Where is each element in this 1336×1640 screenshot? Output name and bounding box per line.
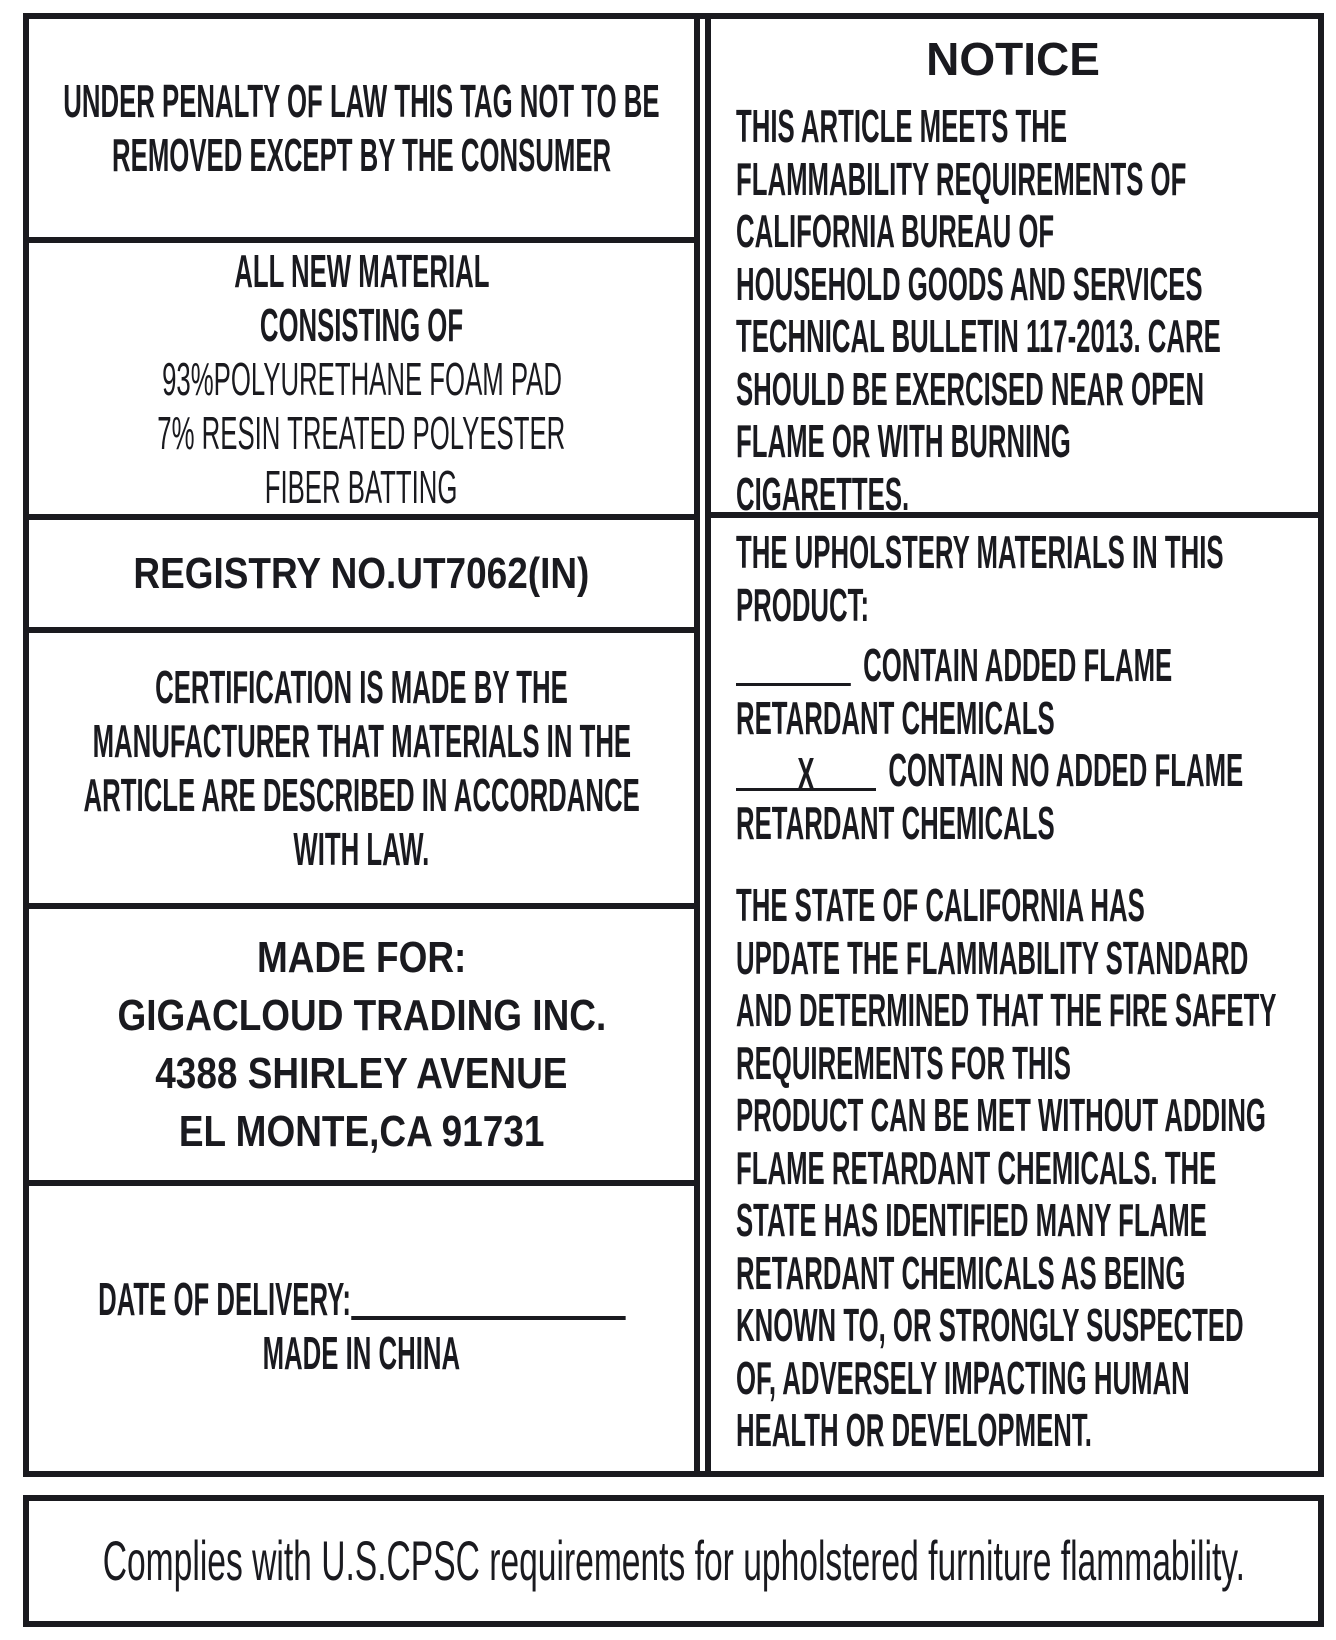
made-in: MADE IN CHINA <box>262 1327 461 1379</box>
state-line: RETARDANT CHEMICALS AS BEING <box>736 1246 1186 1299</box>
notice-line: THIS ARTICLE MEETS THE <box>736 100 1068 152</box>
divider <box>705 512 1324 518</box>
option-label: CONTAIN NO ADDED FLAME <box>888 744 1244 796</box>
notice-line: SHOULD BE EXERCISED NEAR OPEN <box>736 362 1205 415</box>
label-frame <box>23 13 1324 1477</box>
certification-line: WITH LAW. <box>293 823 430 875</box>
notice-line: FLAME OR WITH BURNING <box>736 415 1071 467</box>
divider <box>23 237 697 243</box>
upholstery-line: PRODUCT: <box>736 578 870 631</box>
state-line: AND DETERMINED THAT THE FIRE SAFETY <box>736 984 1277 1036</box>
divider <box>23 514 697 520</box>
option-no-added-flame: X CONTAIN NO ADDED FLAME <box>736 744 1243 800</box>
made-for-line: MADE FOR: <box>256 932 467 982</box>
footer-frame <box>23 1495 1324 1627</box>
column-divider-left <box>694 13 700 1477</box>
certification-line: MANUFACTURER THAT MATERIALS IN THE <box>92 715 631 767</box>
divider <box>23 903 697 909</box>
state-line: PRODUCT CAN BE MET WITHOUT ADDING <box>736 1089 1266 1141</box>
divider <box>23 627 697 633</box>
checkbox-blank[interactable] <box>736 643 851 686</box>
checkbox-blank[interactable]: X <box>736 748 876 800</box>
registry-number: REGISTRY NO.UT7062(IN) <box>133 548 590 598</box>
notice-line: TECHNICAL BULLETIN 117-2013. CARE <box>736 310 1221 362</box>
divider <box>23 1180 697 1186</box>
material-item-line: 7% RESIN TREATED POLYESTER <box>157 406 566 459</box>
spacer <box>736 849 1316 879</box>
footer-cell: Complies with U.S.CPSC requirements for … <box>23 1495 1324 1627</box>
notice-title: NOTICE <box>926 33 1100 85</box>
certification: CERTIFICATION IS MADE BY THE MANUFACTURER… <box>29 633 694 903</box>
option-continuation: RETARDANT CHEMICALS <box>736 796 1055 849</box>
notice-line: CALIFORNIA BUREAU OF <box>736 205 1055 257</box>
upholstery-line: THE UPHOLSTERY MATERIALS IN THIS <box>736 526 1224 578</box>
material-item-line: 93%POLYURETHANE FOAM PAD <box>161 352 562 405</box>
material-item-line: FIBER BATTING <box>265 460 458 513</box>
notice-text: THIS ARTICLE MEETS THE FLAMMABILITY REQUI… <box>736 100 1316 520</box>
state-line: OF, ADVERSELY IMPACTING HUMAN <box>736 1351 1190 1404</box>
made-for-line: GIGACLOUD TRADING INC. <box>117 990 606 1040</box>
state-line: HEALTH OR DEVELOPMENT. <box>736 1404 1092 1456</box>
notice-line: CIGARETTES. <box>736 467 910 520</box>
penalty-line: UNDER PENALTY OF LAW THIS TAG NOT TO BE <box>63 75 660 127</box>
registry-cell: REGISTRY NO.UT7062(IN) <box>29 520 694 627</box>
date-of-delivery: DATE OF DELIVERY: <box>97 1272 626 1326</box>
penalty-line: REMOVED EXCEPT BY THE CONSUMER <box>111 129 612 181</box>
state-line: STATE HAS IDENTIFIED MANY FLAME <box>736 1194 1207 1246</box>
state-line: FLAME RETARDANT CHEMICALS. THE <box>736 1141 1217 1194</box>
state-line: UPDATE THE FLAMMABILITY STANDARD <box>736 931 1249 984</box>
material-content: ALL NEW MATERIAL CONSISTING OF 93%POLYURET… <box>29 243 694 514</box>
state-line: KNOWN TO, OR STRONGLY SUSPECTED <box>736 1299 1244 1351</box>
material-heading-line: CONSISTING OF <box>259 298 464 351</box>
material-heading-line: ALL NEW MATERIAL <box>233 244 490 297</box>
compliance-statement: Complies with U.S.CPSC requirements for … <box>102 1529 1245 1592</box>
made-for-line: 4388 SHIRLEY AVENUE <box>155 1048 568 1098</box>
certification-line: ARTICLE ARE DESCRIBED IN ACCORDANCE <box>83 769 640 821</box>
penalty-notice: UNDER PENALTY OF LAW THIS TAG NOT TO BE R… <box>29 19 694 237</box>
certification-line: CERTIFICATION IS MADE BY THE <box>155 661 568 713</box>
made-for: MADE FOR: GIGACLOUD TRADING INC. 4388 SHIR… <box>29 909 694 1180</box>
option-continuation: RETARDANT CHEMICALS <box>736 691 1055 744</box>
notice-line: FLAMMABILITY REQUIREMENTS OF <box>736 152 1187 205</box>
date-blank <box>350 1276 626 1320</box>
notice-line: HOUSEHOLD GOODS AND SERVICES <box>736 257 1203 310</box>
column-divider-right <box>705 13 711 1477</box>
made-for-line: EL MONTE,CA 91731 <box>178 1106 545 1156</box>
option-label: CONTAIN ADDED FLAME <box>863 639 1173 691</box>
delivery-cell: DATE OF DELIVERY: MADE IN CHINA <box>29 1186 694 1476</box>
upholstery-disclosure: THE UPHOLSTERY MATERIALS IN THIS PRODUCT:… <box>736 526 1316 1457</box>
state-line: REQUIREMENTS FOR THIS <box>736 1036 1071 1089</box>
state-line: THE STATE OF CALIFORNIA HAS <box>736 879 1145 931</box>
date-of-delivery-label: DATE OF DELIVERY: <box>97 1273 351 1325</box>
option-added-flame: CONTAIN ADDED FLAME <box>736 639 1172 692</box>
